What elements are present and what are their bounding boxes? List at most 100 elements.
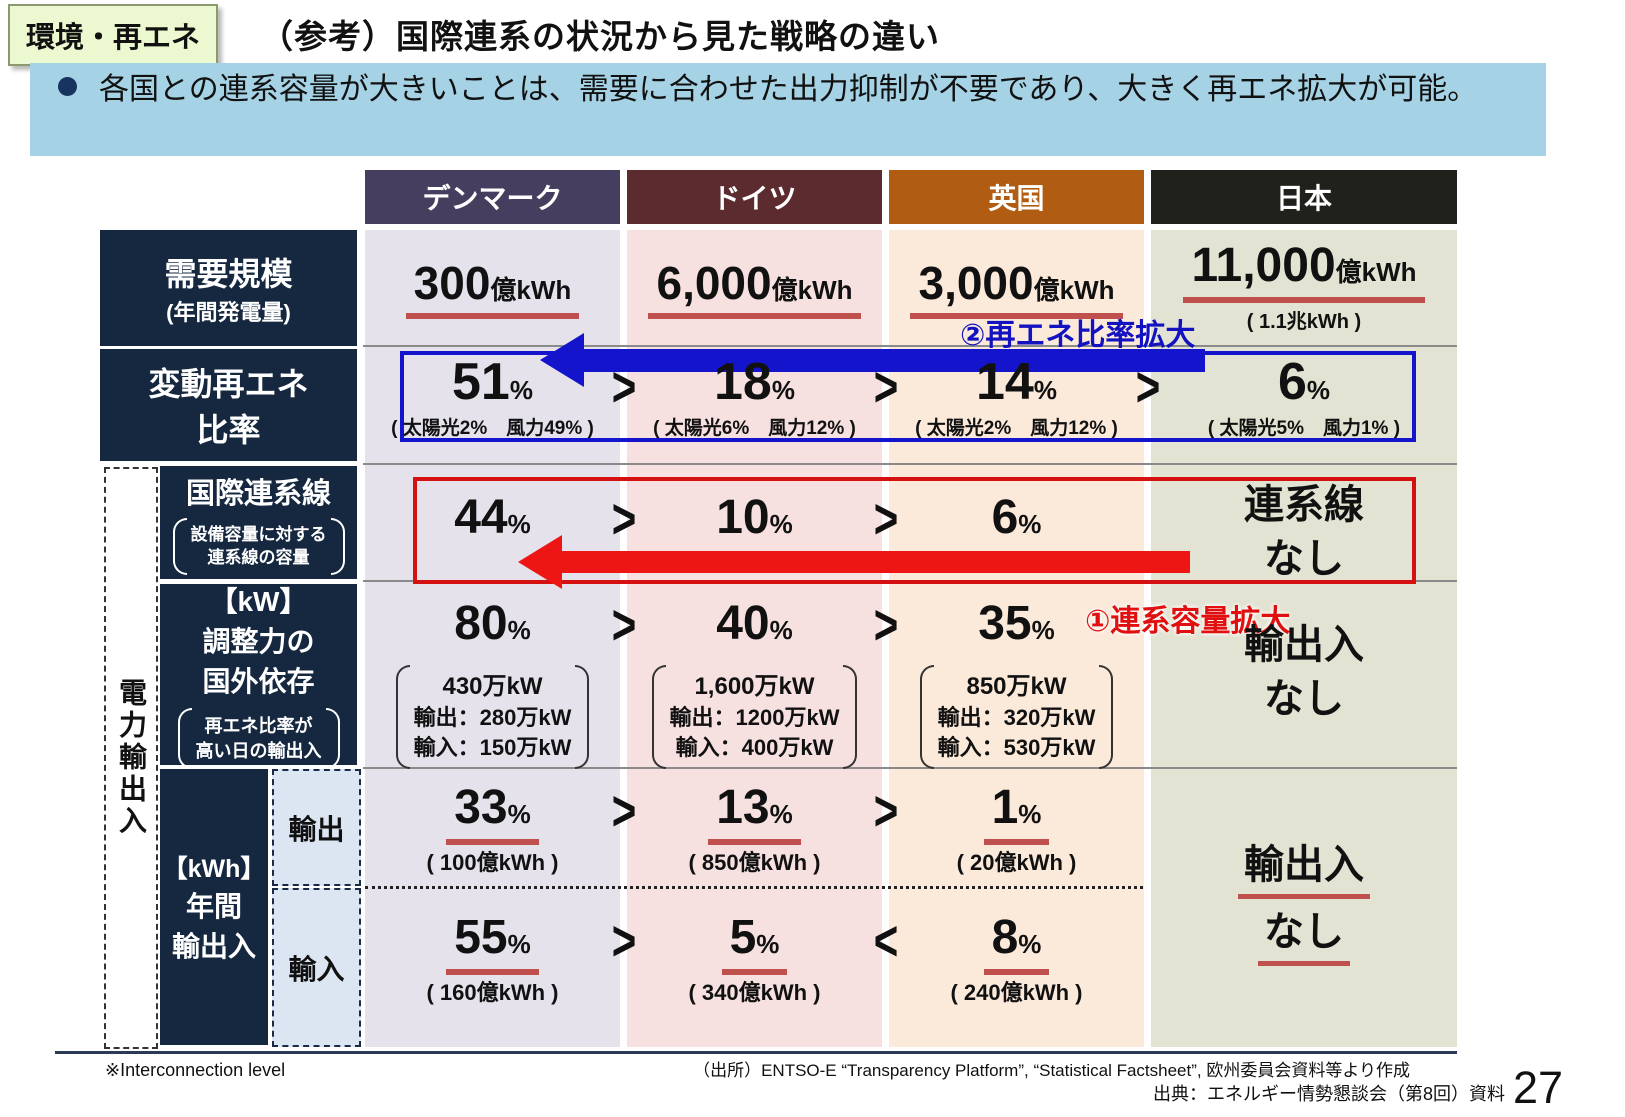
cell-kw-denmark: 80% 430万kW 輸出：280万kW 輸入：150万kW (365, 597, 620, 769)
gt-sign: > (611, 778, 637, 843)
bullet-icon (58, 77, 77, 96)
cell-vre-japan: 6% ( 太陽光5% 風力1% ) (1151, 353, 1457, 440)
demand-denmark-unit: 億kWh (490, 275, 572, 305)
vre-highlight-box (400, 351, 1416, 442)
gt-sign: > (873, 778, 899, 843)
cell-demand-uk: 3,000億kWh (889, 258, 1144, 319)
export-germany-unit: % (769, 799, 793, 829)
export-denmark-note: ( 100億kWh ) (426, 849, 559, 875)
gt-sign: > (873, 354, 899, 419)
row-label-import: 輸入 (272, 888, 361, 1047)
kw-denmark-value: 80 (454, 597, 508, 650)
vre-japan-note: ( 太陽光5% 風力1% ) (1207, 418, 1401, 440)
import-uk-value: 8 (991, 911, 1019, 964)
cell-interconnection-denmark: 44% (365, 491, 620, 545)
kw-uk-value: 35 (978, 597, 1032, 650)
import-germany-unit: % (756, 929, 780, 959)
interconnection-uk-unit: % (1018, 509, 1042, 539)
kw-denmark-capacity: 430万kW (442, 672, 543, 700)
page-number: 27 (1513, 1062, 1564, 1113)
cell-demand-denmark: 300億kWh (365, 258, 620, 319)
kw-uk-capacity: 850万kW (966, 672, 1067, 700)
row-label-interconnection-note2: 連系線の容量 (207, 547, 310, 567)
export-uk-value: 1 (991, 781, 1019, 834)
kw-germany-unit: % (769, 615, 793, 645)
interconnection-japan-line2: なし (1264, 537, 1344, 581)
row-label-interconnection-title: 国際連系線 (185, 477, 331, 510)
interconnection-germany-unit: % (769, 509, 793, 539)
kw-germany-export: 輸出：1200万kW (669, 705, 840, 731)
cell-demand-japan: 11,000億kWh ( 1.1兆kWh ) (1151, 239, 1457, 333)
row-label-kw: 【kW】 調整力の 国外依存 再エネ比率が 高い日の輸出入 (160, 584, 357, 769)
red-arrow-shaft (560, 551, 1190, 573)
vre-denmark-note: ( 太陽光2% 風力49% ) (391, 418, 594, 440)
row-label-kw-line1: 【kW】 (209, 586, 308, 618)
lt-sign: < (873, 908, 899, 973)
cell-kw-japan: 輸出入 なし (1151, 618, 1457, 726)
cell-vre-denmark: 51% ( 太陽光2% 風力49% ) (365, 353, 620, 440)
row-label-kw-note2: 高い日の輸出入 (195, 740, 322, 761)
row-label-kwh-line2: 年間 (185, 891, 242, 922)
gt-sign: > (611, 354, 637, 419)
power-trade-group-box: 電力輸出入 (104, 467, 158, 1049)
export-uk-note: ( 20億kWh ) (956, 849, 1077, 875)
cell-kw-germany: 40% 1,600万kW 輸出：1200万kW 輸入：400万kW (627, 597, 882, 769)
row-label-demand-line2: (年間発電量) (166, 300, 291, 325)
cell-export-denmark: 33% ( 100億kWh ) (365, 781, 620, 875)
column-header-japan: 日本 (1151, 170, 1457, 224)
demand-germany-value: 6,000 (656, 257, 772, 309)
demand-germany-unit: 億kWh (771, 275, 853, 305)
vre-germany-note: ( 太陽光6% 風力12% ) (653, 418, 856, 440)
column-header-japan-label: 日本 (1275, 183, 1332, 214)
export-import-dotted-separator (365, 886, 1143, 889)
power-trade-group-label: 電力輸出入 (116, 678, 147, 838)
gt-sign: > (611, 592, 637, 657)
column-header-uk: 英国 (889, 170, 1144, 224)
interconnection-denmark-unit: % (507, 509, 531, 539)
import-uk-note: ( 240億kWh ) (950, 979, 1083, 1005)
row-label-vre: 変動再エネ 比率 (100, 349, 357, 461)
lead-text: 各国との連系容量が大きいことは、需要に合わせた出力抑制が不要であり、大きく再エネ… (99, 73, 1478, 106)
kw-uk-import: 輸入：530万kW (937, 734, 1096, 760)
cell-interconnection-germany: 10% (627, 491, 882, 545)
vre-germany-unit: % (771, 375, 795, 405)
kw-germany-capacity: 1,600万kW (694, 672, 815, 700)
kw-japan-line1: 輸出入 (1244, 623, 1364, 667)
interconnection-highlight-box (413, 477, 1416, 584)
row-label-kwh-line1: 【kWh】 (162, 855, 266, 883)
row-label-kwh: 【kWh】 年間 輸出入 (160, 769, 268, 1045)
cell-kw-uk: 35% 850万kW 輸出：320万kW 輸入：530万kW (889, 597, 1144, 769)
blue-arrow-head-icon (540, 333, 584, 387)
cell-import-uk: 8% ( 240億kWh ) (889, 911, 1144, 1005)
vre-japan-value: 6 (1277, 353, 1307, 411)
kw-uk-export: 輸出：320万kW (937, 705, 1096, 731)
kw-japan-line2: なし (1264, 677, 1344, 721)
footer-note: ※Interconnection level (105, 1060, 286, 1080)
cell-demand-germany: 6,000億kWh (627, 258, 882, 319)
import-denmark-unit: % (507, 929, 531, 959)
cell-interconnection-japan: 連系線 なし (1151, 478, 1457, 586)
demand-japan-value: 11,000 (1191, 239, 1336, 292)
column-header-denmark: デンマーク (365, 170, 620, 224)
kw-germany-import: 輸入：400万kW (675, 734, 834, 760)
interconnection-uk-value: 6 (991, 491, 1019, 544)
row-label-kw-line2: 調整力の (202, 626, 315, 658)
page-title: （参考）国際連系の状況から見た戦略の違い (260, 18, 940, 55)
vre-denmark-value: 51 (452, 353, 510, 411)
column-header-germany-label: ドイツ (712, 183, 797, 214)
row-separator (363, 767, 1457, 769)
lead-box: 各国との連系容量が大きいことは、需要に合わせた出力抑制が不要であり、大きく再エネ… (30, 63, 1546, 156)
row-label-demand-line1: 需要規模 (164, 256, 293, 292)
gt-sign: > (873, 592, 899, 657)
demand-uk-unit: 億kWh (1033, 275, 1115, 305)
demand-japan-unit: 億kWh (1335, 257, 1417, 287)
row-label-export: 輸出 (272, 769, 361, 886)
category-badge: 環境・再エネ (8, 4, 219, 66)
column-header-denmark-label: デンマーク (422, 183, 563, 214)
vre-japan-unit: % (1306, 375, 1331, 405)
row-label-kw-line3: 国外依存 (202, 666, 315, 698)
gt-sign: > (611, 486, 637, 551)
kw-denmark-import: 輸入：150万kW (413, 734, 572, 760)
column-header-germany: ドイツ (627, 170, 882, 224)
